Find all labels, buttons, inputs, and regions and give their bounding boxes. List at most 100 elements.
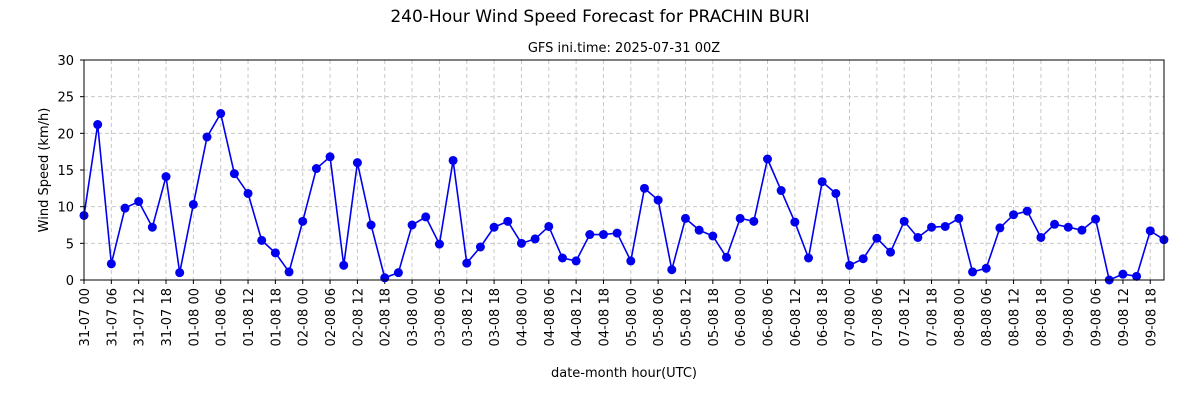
wind-speed-point	[516, 238, 526, 248]
wind-speed-point	[325, 152, 335, 162]
wind-speed-point	[1036, 232, 1046, 242]
plot-frame	[83, 59, 1165, 281]
wind-speed-point	[790, 217, 800, 227]
wind-speed-point	[421, 212, 431, 222]
x-tick-label: 04-08 12	[570, 288, 585, 346]
wind-speed-point	[913, 232, 923, 242]
wind-speed-point	[954, 213, 964, 223]
x-tick-label: 05-08 12	[679, 288, 694, 346]
wind-speed-point	[667, 265, 677, 275]
x-tick-label: 07-08 00	[844, 288, 859, 346]
x-tick-label: 03-08 00	[406, 288, 421, 346]
wind-speed-point	[366, 220, 376, 230]
x-tick-label: 08-08 00	[953, 288, 968, 346]
x-axis-label: date-month hour(UTC)	[551, 366, 697, 381]
x-tick-label: 06-08 00	[734, 288, 749, 346]
wind-speed-point	[831, 188, 841, 198]
wind-speed-point	[503, 216, 513, 226]
wind-speed-point	[134, 197, 144, 207]
wind-speed-point	[1063, 222, 1073, 232]
wind-speed-point	[708, 231, 718, 241]
wind-speed-point	[735, 213, 745, 223]
y-axis-label: Wind Speed (km/h)	[37, 108, 52, 233]
wind-speed-point	[93, 120, 103, 130]
wind-speed-point	[202, 132, 212, 142]
x-tick-label: 02-08 12	[351, 288, 366, 346]
wind-speed-point	[804, 253, 814, 263]
x-tick-label: 02-08 18	[379, 288, 394, 346]
wind-speed-point	[1022, 206, 1032, 216]
wind-speed-point	[899, 216, 909, 226]
x-tick-label: 04-08 06	[543, 288, 558, 346]
x-tick-label: 05-08 00	[625, 288, 640, 346]
wind-speed-point	[380, 273, 390, 283]
wind-speed-point	[120, 203, 130, 213]
wind-speed-point	[216, 109, 226, 119]
wind-speed-point	[270, 248, 280, 258]
wind-speed-point	[243, 188, 253, 198]
wind-speed-point	[995, 223, 1005, 233]
x-tick-label: 04-08 00	[515, 288, 530, 346]
x-tick-label: 09-08 12	[1117, 288, 1132, 346]
wind-speed-point	[1091, 214, 1101, 224]
wind-speed-point	[407, 220, 417, 230]
x-tick-label: 01-08 00	[187, 288, 202, 346]
wind-speed-point	[858, 254, 868, 264]
chart-subtitle: GFS ini.time: 2025-07-31 00Z	[528, 41, 720, 56]
wind-speed-point	[585, 230, 595, 240]
wind-speed-point	[598, 230, 608, 240]
wind-speed-point	[612, 228, 622, 238]
x-tick-label: 06-08 18	[816, 288, 831, 346]
x-tick-label: 02-08 06	[324, 288, 339, 346]
x-tick-label: 31-07 18	[160, 288, 175, 346]
wind-speed-point	[694, 225, 704, 235]
x-tick-label: 01-08 06	[215, 288, 230, 346]
wind-speed-point	[680, 213, 690, 223]
y-tick-label: 25	[57, 91, 74, 106]
wind-speed-point	[557, 253, 567, 263]
x-tick-label: 31-07 12	[133, 288, 148, 346]
wind-speed-point	[1145, 226, 1155, 236]
wind-speed-point	[462, 258, 472, 268]
wind-speed-point	[940, 221, 950, 231]
y-tick-label: 10	[57, 201, 74, 216]
wind-speed-point	[298, 216, 308, 226]
wind-speed-point	[311, 164, 321, 174]
y-tick-label: 20	[57, 127, 74, 142]
x-tick-label: 08-08 12	[1008, 288, 1023, 346]
y-tick-label: 30	[57, 54, 74, 69]
y-tick-label: 15	[57, 164, 74, 179]
x-tick-label: 03-08 06	[433, 288, 448, 346]
x-tick-label: 01-08 12	[242, 288, 257, 346]
wind-speed-point	[571, 256, 581, 266]
wind-speed-point	[626, 256, 636, 266]
x-tick-label: 09-08 00	[1062, 288, 1077, 346]
x-tick-label: 05-08 06	[652, 288, 667, 346]
wind-speed-point	[845, 260, 855, 270]
x-tick-label: 03-08 18	[488, 288, 503, 346]
x-tick-label: 31-07 06	[105, 288, 120, 346]
x-tick-label: 07-08 18	[926, 288, 941, 346]
wind-speed-point	[927, 222, 937, 232]
wind-speed-point	[817, 177, 827, 187]
x-tick-label: 06-08 12	[789, 288, 804, 346]
wind-speed-point	[749, 216, 759, 226]
wind-speed-point	[968, 267, 978, 277]
tick-layer: 0 5 10 15 20 25 30 31-07 00 31-07 06 31-07 12 31-0…	[57, 54, 1159, 346]
x-tick-label: 08-08 06	[980, 288, 995, 346]
wind-speed-point	[639, 183, 649, 193]
x-tick-label: 04-08 18	[597, 288, 612, 346]
wind-speed-point	[393, 268, 403, 278]
x-tick-label: 02-08 00	[297, 288, 312, 346]
wind-speed-point	[1132, 271, 1142, 281]
wind-speed-point	[981, 263, 991, 273]
wind-speed-point	[229, 169, 239, 179]
wind-speed-point	[544, 221, 554, 231]
wind-speed-point	[147, 222, 157, 232]
x-tick-label: 09-08 18	[1144, 288, 1159, 346]
wind-speed-point	[175, 268, 185, 278]
wind-speed-point	[1009, 210, 1019, 220]
x-tick-label: 05-08 18	[707, 288, 722, 346]
wind-speed-point	[776, 186, 786, 196]
wind-speed-point	[489, 222, 499, 232]
